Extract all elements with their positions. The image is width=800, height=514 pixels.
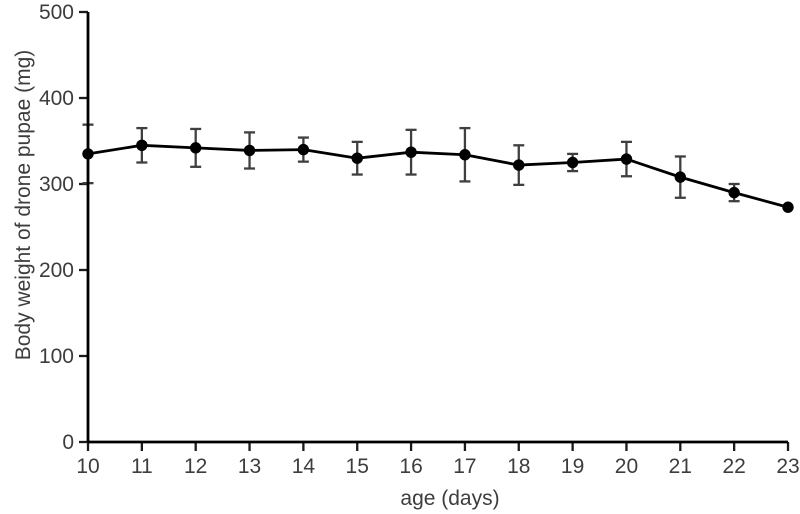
x-tick-label: 23 bbox=[776, 455, 799, 478]
x-axis-ticks: 10 11 12 13 14 15 16 17 18 19 20 21 22 23 bbox=[76, 442, 800, 478]
y-tick-label: 500 bbox=[39, 1, 74, 24]
data-point bbox=[459, 149, 471, 161]
x-tick-label: 22 bbox=[722, 455, 745, 478]
data-point bbox=[620, 153, 633, 165]
data-point bbox=[513, 159, 525, 171]
y-tick-label: 100 bbox=[39, 345, 74, 368]
x-tick-label: 15 bbox=[346, 455, 369, 478]
data-point bbox=[405, 146, 417, 158]
data-point bbox=[728, 186, 740, 199]
data-point bbox=[189, 142, 202, 154]
x-tick-label: 11 bbox=[131, 455, 153, 478]
y-axis-title: Body weight of drone pupae (mg) bbox=[12, 50, 35, 361]
y-tick-label: 200 bbox=[39, 259, 74, 282]
data-point bbox=[782, 201, 794, 213]
x-tick-label: 12 bbox=[184, 455, 207, 478]
data-point bbox=[243, 144, 256, 157]
y-tick-label: 300 bbox=[39, 173, 74, 196]
data-point bbox=[136, 139, 148, 151]
x-tick-label: 14 bbox=[292, 455, 316, 478]
y-tick-label: 400 bbox=[39, 87, 74, 110]
x-axis-title: age (days) bbox=[400, 487, 499, 510]
x-tick-label: 19 bbox=[561, 455, 584, 478]
x-tick-label: 10 bbox=[76, 455, 99, 478]
x-tick-label: 18 bbox=[507, 455, 530, 478]
x-tick-label: 17 bbox=[453, 455, 476, 478]
y-tick-label: 0 bbox=[62, 431, 74, 454]
series-line-group bbox=[87, 143, 789, 209]
data-point bbox=[82, 148, 94, 160]
data-points-group bbox=[82, 139, 794, 213]
data-point bbox=[297, 143, 310, 156]
data-point bbox=[674, 171, 687, 183]
x-tick-label: 21 bbox=[669, 455, 692, 478]
y-axis-ticks: 0 100 200 300 400 500 bbox=[39, 1, 88, 454]
data-point bbox=[566, 156, 579, 169]
x-tick-label: 16 bbox=[399, 455, 422, 478]
x-tick-label: 20 bbox=[615, 455, 638, 478]
x-tick-label: 13 bbox=[238, 455, 261, 478]
series-line bbox=[87, 143, 789, 209]
data-point bbox=[351, 152, 363, 164]
